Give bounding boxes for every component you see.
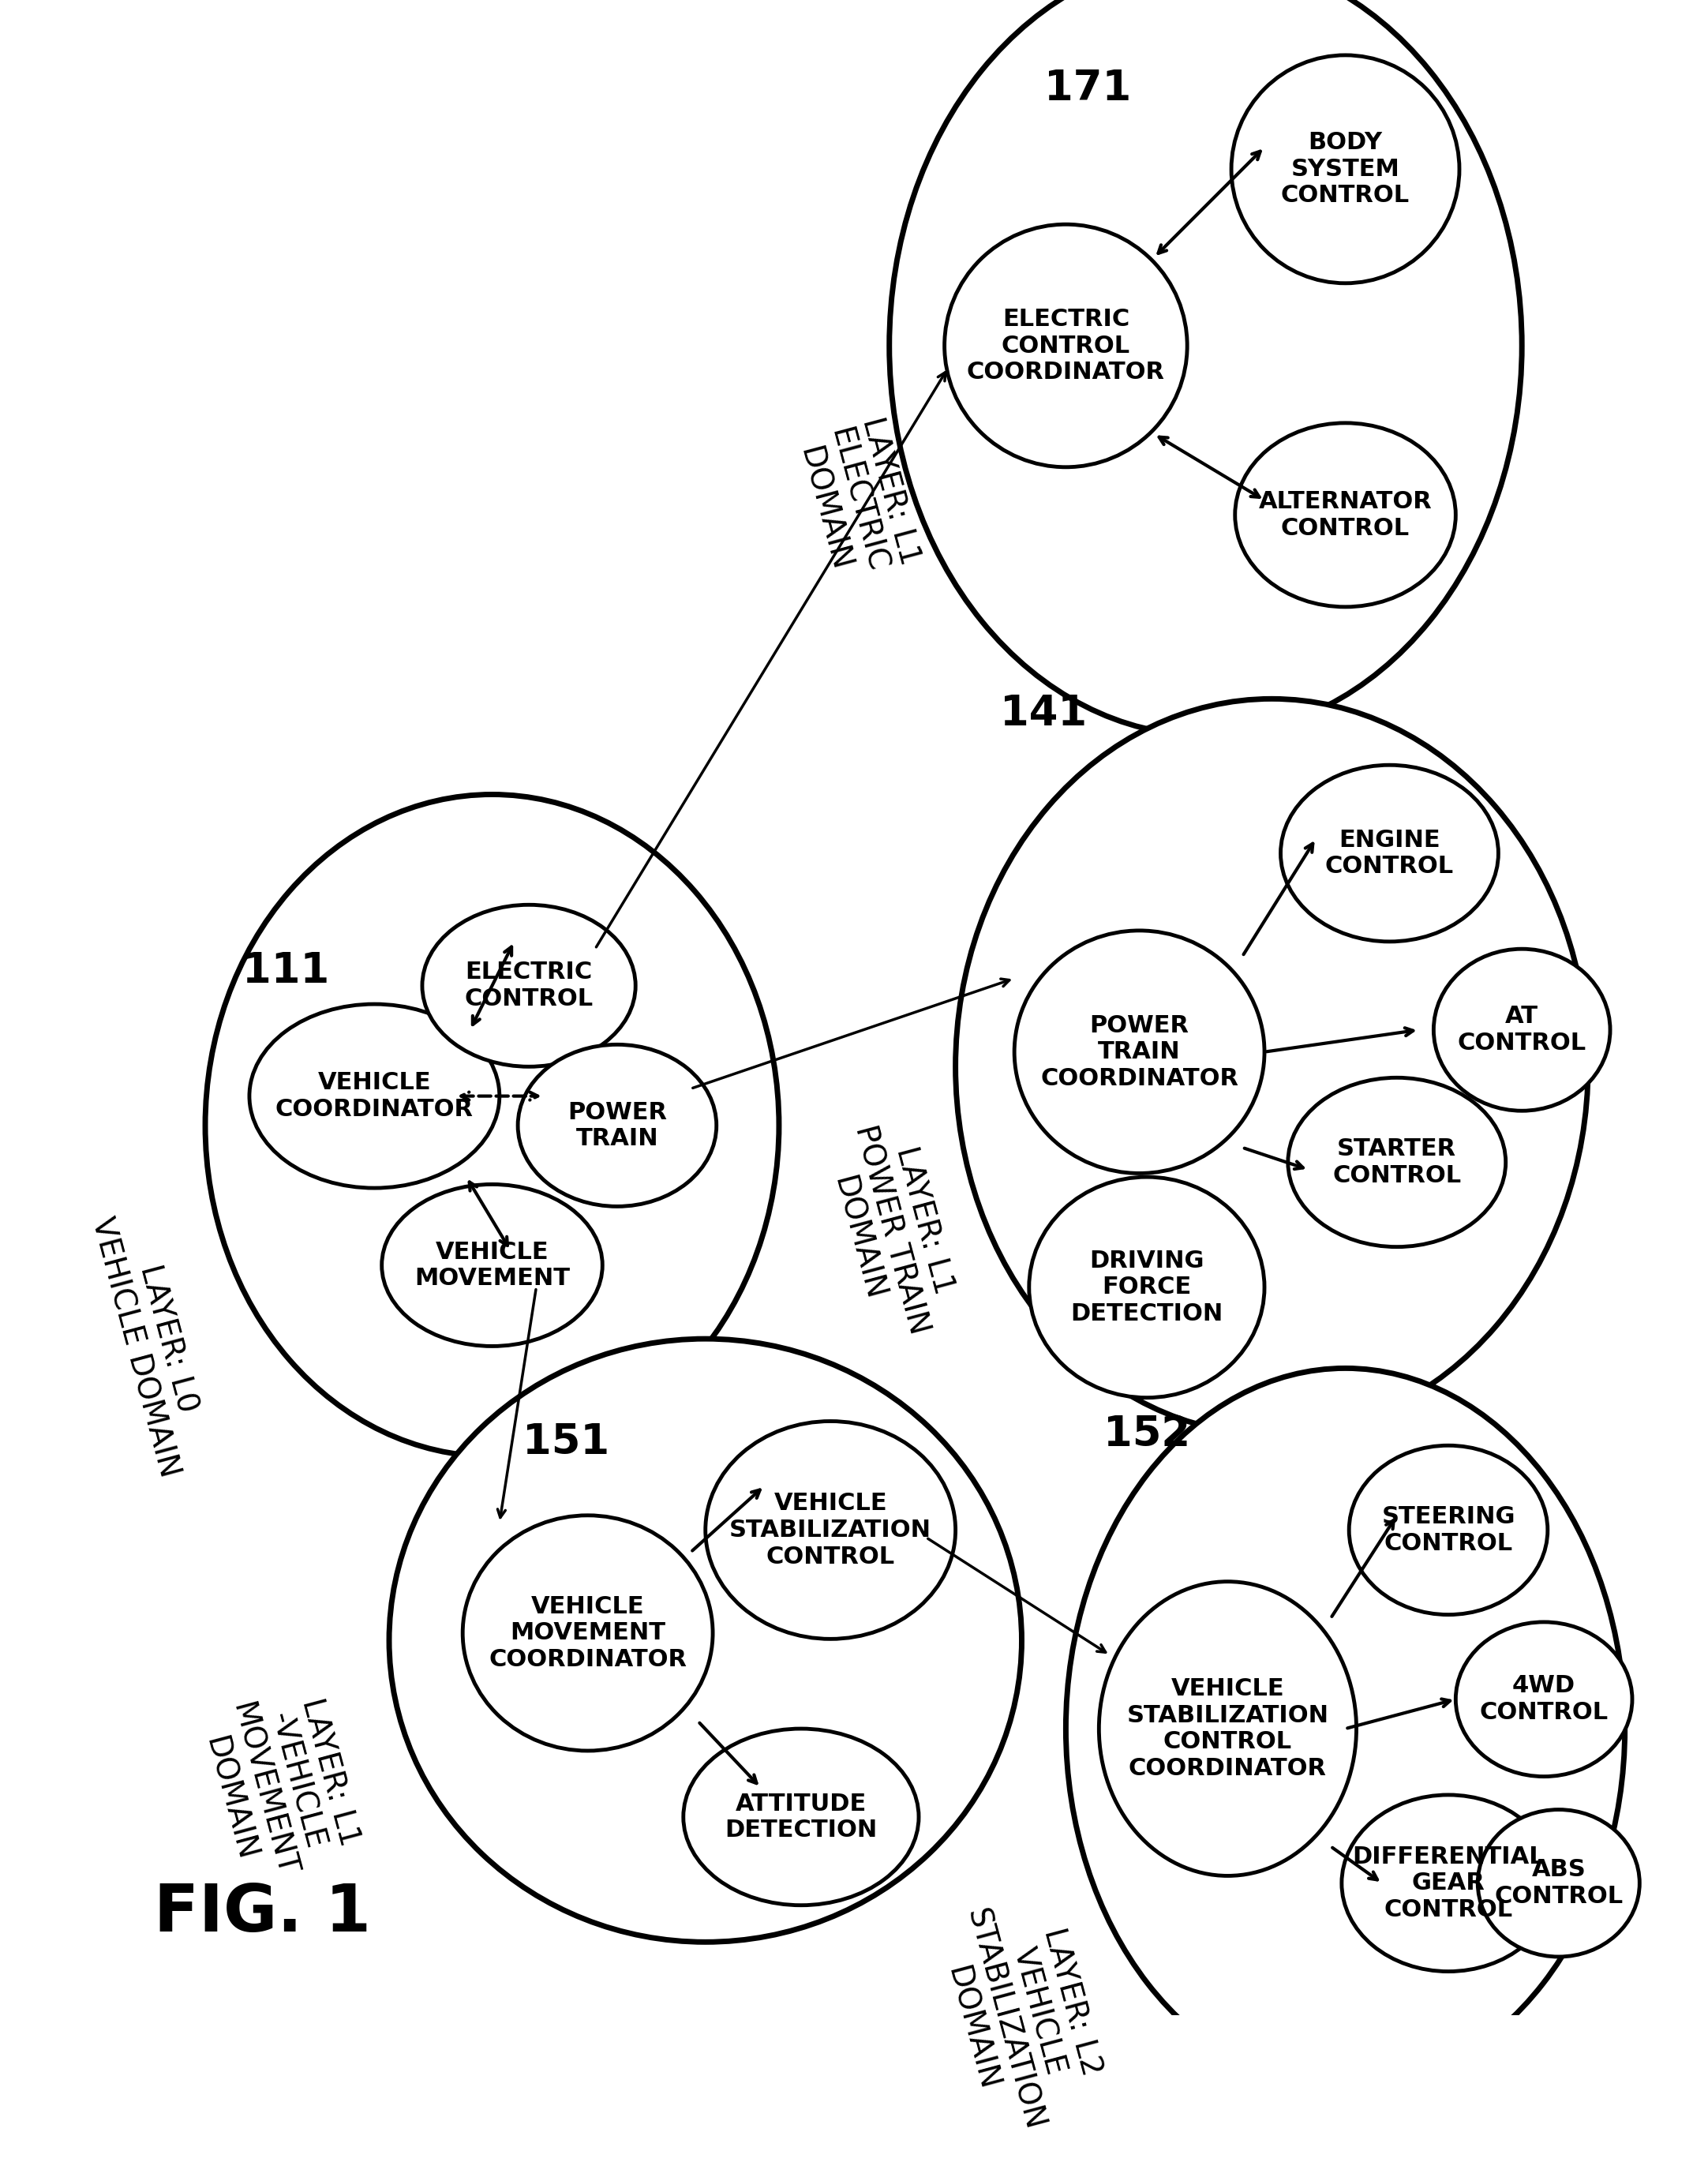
Ellipse shape <box>1477 1810 1640 1957</box>
Text: LAYER: L2
VEHICLE
STABILIZATION
DOMAIN: LAYER: L2 VEHICLE STABILIZATION DOMAIN <box>927 1887 1115 2143</box>
Text: 151: 151 <box>523 1420 610 1462</box>
Ellipse shape <box>1066 1369 1624 2088</box>
Text: ELECTRIC
CONTROL: ELECTRIC CONTROL <box>465 962 593 1010</box>
Text: ENGINE
CONTROL: ENGINE CONTROL <box>1325 828 1454 878</box>
Ellipse shape <box>1098 1583 1356 1877</box>
Text: VEHICLE
STABILIZATION
CONTROL
COORDINATOR: VEHICLE STABILIZATION CONTROL COORDINATO… <box>1127 1678 1329 1779</box>
Ellipse shape <box>422 906 635 1066</box>
Text: 152: 152 <box>1103 1414 1190 1455</box>
Text: BODY
SYSTEM
CONTROL: BODY SYSTEM CONTROL <box>1281 132 1409 208</box>
Text: POWER
TRAIN
COORDINATOR: POWER TRAIN COORDINATOR <box>1040 1014 1238 1090</box>
Text: LAYER: L1
POWER TRAIN
DOMAIN: LAYER: L1 POWER TRAIN DOMAIN <box>815 1113 967 1347</box>
Text: VEHICLE
COORDINATOR: VEHICLE COORDINATOR <box>275 1072 473 1120</box>
Ellipse shape <box>383 1185 603 1347</box>
Text: VEHICLE
MOVEMENT
COORDINATOR: VEHICLE MOVEMENT COORDINATOR <box>488 1596 687 1671</box>
Text: AT
CONTROL: AT CONTROL <box>1457 1005 1587 1055</box>
Ellipse shape <box>389 1338 1021 1941</box>
Ellipse shape <box>249 1003 499 1187</box>
Text: ATTITUDE
DETECTION: ATTITUDE DETECTION <box>724 1792 878 1842</box>
Text: DRIVING
FORCE
DETECTION: DRIVING FORCE DETECTION <box>1071 1250 1223 1325</box>
Text: ELECTRIC
CONTROL
COORDINATOR: ELECTRIC CONTROL COORDINATOR <box>967 307 1165 383</box>
Text: LAYER: L0
VEHICLE DOMAIN: LAYER: L0 VEHICLE DOMAIN <box>85 1206 217 1481</box>
Ellipse shape <box>1342 1794 1554 1972</box>
Text: STARTER
CONTROL: STARTER CONTROL <box>1332 1137 1462 1187</box>
Ellipse shape <box>463 1516 712 1751</box>
Ellipse shape <box>1349 1446 1547 1615</box>
Text: ABS
CONTROL: ABS CONTROL <box>1494 1859 1623 1907</box>
Text: 111: 111 <box>243 951 330 992</box>
Ellipse shape <box>1015 930 1264 1174</box>
Ellipse shape <box>705 1420 955 1639</box>
Text: DIFFERENTIAL
GEAR
CONTROL: DIFFERENTIAL GEAR CONTROL <box>1353 1844 1544 1922</box>
Ellipse shape <box>1028 1176 1264 1397</box>
Text: STEERING
CONTROL: STEERING CONTROL <box>1382 1505 1515 1554</box>
Text: FIG. 1: FIG. 1 <box>154 1881 371 1944</box>
Ellipse shape <box>518 1044 716 1206</box>
Text: VEHICLE
STABILIZATION
CONTROL: VEHICLE STABILIZATION CONTROL <box>729 1492 931 1567</box>
Ellipse shape <box>1281 765 1498 943</box>
Ellipse shape <box>1433 949 1611 1111</box>
Text: 4WD
CONTROL: 4WD CONTROL <box>1479 1676 1609 1723</box>
Text: 171: 171 <box>1044 67 1131 108</box>
Text: POWER
TRAIN: POWER TRAIN <box>567 1100 666 1150</box>
Text: ALTERNATOR
CONTROL: ALTERNATOR CONTROL <box>1259 491 1431 540</box>
Ellipse shape <box>945 225 1187 467</box>
Text: LAYER: L1
ELECTRIC
DOMAIN: LAYER: L1 ELECTRIC DOMAIN <box>789 413 926 586</box>
Ellipse shape <box>1288 1077 1506 1247</box>
Text: LAYER: L1
-VEHICLE
MOVEMENT
DOMAIN: LAYER: L1 -VEHICLE MOVEMENT DOMAIN <box>191 1682 367 1890</box>
Ellipse shape <box>890 0 1522 735</box>
Ellipse shape <box>205 793 779 1457</box>
Ellipse shape <box>955 698 1588 1433</box>
Ellipse shape <box>683 1730 919 1905</box>
Ellipse shape <box>1235 424 1455 608</box>
Text: 141: 141 <box>1001 694 1088 735</box>
Ellipse shape <box>1231 56 1459 283</box>
Ellipse shape <box>1455 1622 1633 1777</box>
Text: VEHICLE
MOVEMENT: VEHICLE MOVEMENT <box>415 1241 570 1291</box>
